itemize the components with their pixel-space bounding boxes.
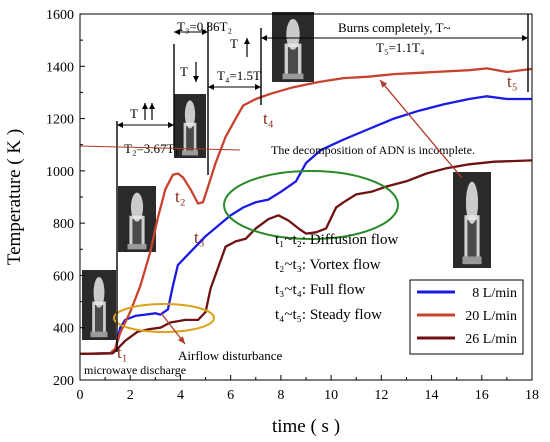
microwave-note: microwave discharge <box>84 363 186 377</box>
photo-t1-flame <box>93 277 105 308</box>
t2-relation: T₂=3.67T₁ <box>124 141 179 156</box>
extent-t3-t4-head-right <box>255 84 261 90</box>
burns-line-2: T₅=1.1T₄ <box>376 40 425 55</box>
y-tick-label: 400 <box>53 322 74 337</box>
t3-relation: T₃=0.86T₂ <box>177 19 232 34</box>
series-lines <box>79 67 533 356</box>
photo-t3-flame <box>184 100 196 129</box>
y-tick-label: 200 <box>53 374 74 389</box>
t-label-full: T <box>230 36 238 51</box>
photo-t2-tube-core <box>132 219 142 247</box>
x-tick-label: 14 <box>425 388 439 403</box>
axis-ticks: 0 2 4 6 8 10 12 14 16 18 200 400 600 800 1000 1200 1400 1… <box>46 8 539 403</box>
t3-label: t₃ <box>194 228 205 247</box>
adn-note: The decomposition of ADN is incomplete. <box>271 143 475 157</box>
x-tick-label: 0 <box>77 388 84 403</box>
photo-t1-base <box>90 331 108 338</box>
t4-label: t₄ <box>263 109 274 128</box>
photo-t3 <box>174 94 206 158</box>
extent-t1-t2-head-right <box>168 122 174 128</box>
x-tick-label: 6 <box>227 388 234 403</box>
t-drop-arrow-head <box>193 76 199 82</box>
adn-ellipse <box>223 170 399 240</box>
photo-t2-base <box>127 244 147 250</box>
y-tick-label: 1200 <box>46 113 74 128</box>
series-line-8-l-min <box>79 95 532 356</box>
t5-label: t₅ <box>507 72 518 91</box>
extent-t1-t2-head-left <box>117 122 123 128</box>
x-axis-label: time ( s ) <box>272 416 340 437</box>
photo-t5 <box>272 12 314 82</box>
phase-label-1: t₁~t₂: Diffusion flow <box>275 232 398 248</box>
photo-t2 <box>118 186 156 252</box>
series-line-26-l-min <box>79 159 533 356</box>
legend-label: 20 L/min <box>465 309 517 324</box>
x-tick-label: 10 <box>324 388 338 403</box>
t1-label: t₁ <box>117 343 128 362</box>
photo-t3-tube-core <box>186 126 194 153</box>
photo-t5-flame <box>286 19 300 50</box>
phase-label-4: t₄~t₅: Steady flow <box>275 307 382 323</box>
t-label-rise: T <box>130 106 138 121</box>
t-label-drop: T <box>180 64 188 79</box>
photo-t1-tube-core <box>94 305 104 335</box>
legend-label: 8 L/min <box>472 286 517 301</box>
t-full-arrow-head <box>244 38 250 44</box>
flame-photos <box>82 12 491 340</box>
extent-t3-t4-head-left <box>208 84 214 90</box>
x-tick-label: 12 <box>374 388 388 403</box>
photo-t4-flame <box>465 181 479 224</box>
phase-label-2: t₂~t₃: Vortex flow <box>275 257 381 273</box>
photo-t5-base <box>282 73 304 80</box>
t4-relation: T₄=1.5T <box>217 68 261 83</box>
phase-label-3: t₃~t₄: Full flow <box>275 282 365 298</box>
photo-t4 <box>453 172 491 268</box>
airflow-ellipse <box>113 303 215 333</box>
x-tick-label: 16 <box>475 388 489 403</box>
legend-label: 26 L/min <box>465 332 517 347</box>
photo-t4-tube-core <box>467 220 477 261</box>
t-rise-arrow-1-head <box>142 103 148 109</box>
y-axis-label: Temperature ( K ) <box>4 129 25 265</box>
reference-line <box>79 145 241 151</box>
x-tick-label: 8 <box>277 388 284 403</box>
t-rise-arrow-2-head <box>149 103 155 109</box>
extent-t2-t3-head-right <box>202 29 208 35</box>
x-tick-label: 2 <box>127 388 134 403</box>
pointer-to-airflow-head <box>178 336 185 344</box>
series-line-20-l-min <box>79 67 533 356</box>
airflow-note: Airflow disturbance <box>178 348 283 363</box>
x-tick-label: 18 <box>525 388 539 403</box>
photo-t5-tube-core <box>287 47 299 77</box>
extent-t4-t5-head-left <box>261 35 267 41</box>
y-tick-label: 1000 <box>46 165 74 180</box>
t2-label: t₂ <box>175 187 186 206</box>
pointer-to-burns <box>379 79 463 179</box>
extent-t2-t3-head-left <box>174 29 180 35</box>
y-tick-label: 600 <box>53 269 74 284</box>
photo-t1 <box>82 270 116 340</box>
photo-t3-base <box>182 150 198 156</box>
legend: 8 L/min 20 L/min 26 L/min <box>409 279 524 355</box>
y-tick-label: 800 <box>53 217 74 232</box>
burns-line-1: Burns completely, T~ <box>338 20 450 35</box>
photo-t4-base <box>462 256 482 265</box>
annotations: T T T T₂=3.67T₁ T₃=0.86T₂ T₄=1.5T Burns comple… <box>79 14 529 377</box>
x-tick-label: 4 <box>177 388 184 403</box>
y-tick-label: 1600 <box>46 8 74 23</box>
plot-frame <box>79 13 533 381</box>
extent-t4-t5-head-right <box>522 35 528 41</box>
pointer-to-burns-head <box>380 80 388 88</box>
photo-t2-flame <box>130 192 144 222</box>
y-tick-label: 1400 <box>46 60 74 75</box>
